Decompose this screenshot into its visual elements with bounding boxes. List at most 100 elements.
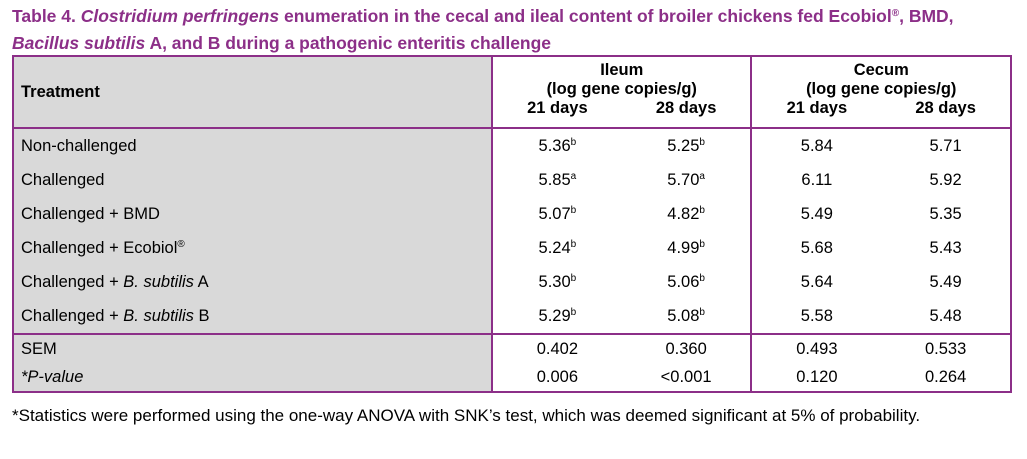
table-title: Table 4. Clostridium perfringens enumera…: [12, 3, 1017, 57]
significance-letter: b: [699, 136, 705, 148]
summary-label: SEM: [13, 333, 493, 363]
value: 5.43: [929, 238, 962, 257]
value-cell: 5.58: [751, 299, 881, 334]
value: 5.84: [800, 136, 833, 155]
value-cell: 5.70a: [621, 163, 753, 197]
summary-row: *P-value 0.006 <0.001 0.120 0.264: [13, 363, 1011, 392]
value-cell: 5.06b: [621, 265, 753, 299]
summary-value: 0.120: [796, 367, 838, 386]
text-segment: B. subtilis: [123, 306, 194, 325]
summary-row: SEM 0.402 0.360 0.493 0.533: [13, 333, 1011, 363]
group-header: Ileum (log gene copies/g): [492, 56, 753, 99]
data-row: Challenged + BMD 5.07b 4.82b 5.49 5.35: [13, 197, 1011, 231]
significance-letter: b: [699, 272, 705, 284]
text-segment: Non-challenged: [21, 136, 137, 155]
text-segment: SEM: [21, 339, 57, 358]
value: 5.29: [538, 306, 571, 325]
text-segment: ®: [891, 8, 900, 19]
text-segment: Clostridium perfringens: [80, 6, 280, 26]
value-cell: 5.25b: [621, 127, 753, 163]
treatment-cell: Challenged: [13, 163, 493, 197]
value: 5.24: [538, 238, 571, 257]
value-cell: 5.68: [751, 231, 881, 265]
summary-value: 0.493: [751, 333, 882, 363]
header-text: Treatment: [21, 82, 100, 101]
summary-value: 0.402: [492, 333, 622, 363]
treatment-cell: Non-challenged: [13, 127, 493, 163]
text-segment: *P-value: [21, 367, 84, 386]
value: 5.25: [667, 136, 700, 155]
significance-letter: b: [699, 238, 705, 250]
text-segment: A, and B during a pathogenic enteritis c…: [145, 33, 552, 53]
day-header: 28 days: [621, 99, 753, 128]
summary-value: 0.264: [924, 367, 967, 386]
text-segment: Challenged +: [21, 272, 124, 291]
value: 5.58: [800, 306, 833, 325]
value: 4.99: [667, 238, 700, 257]
value-cell: 5.29b: [492, 299, 622, 334]
value-cell: 5.07b: [492, 197, 622, 231]
text-segment: ®: [177, 238, 185, 250]
value: 5.68: [800, 238, 833, 257]
value: 5.30: [538, 272, 571, 291]
summary-value: 0.006: [536, 367, 579, 386]
summary-label: *P-value: [13, 363, 493, 392]
treatment-cell: Challenged + B. subtilis B: [13, 299, 493, 334]
significance-letter: b: [570, 238, 577, 250]
header-cell: Treatment: [13, 56, 493, 128]
value: 5.35: [929, 204, 962, 223]
value-cell: 4.82b: [621, 197, 753, 231]
header-row: 21 days 28 days 21 days 28 days: [13, 99, 1012, 128]
significance-letter: b: [699, 204, 705, 216]
header-row: Treatment Ileum (log gene copies/g) Cecum (l…: [13, 56, 1012, 128]
summary-value: 0.360: [621, 333, 753, 363]
data-row: Challenged + B. subtilis A 5.30b 5.06b 5.64…: [13, 265, 1011, 299]
value: 6.11: [801, 170, 833, 189]
value: 4.82: [667, 204, 700, 223]
significance-letter: b: [570, 136, 577, 148]
value: 5.06: [667, 272, 700, 291]
significance-letter: a: [699, 170, 705, 182]
text-segment: A: [193, 272, 209, 291]
group-name: Ileum: [600, 61, 644, 79]
value-cell: 5.71: [881, 127, 1011, 163]
footnote: *Statistics were performed using the one…: [12, 406, 921, 425]
text-segment: Challenged + Ecobiol: [21, 238, 178, 257]
significance-letter: b: [570, 272, 577, 284]
data-row: Challenged 5.85a 5.70a 6.11 5.92: [13, 163, 1011, 197]
value: 5.71: [929, 136, 962, 155]
value: 5.64: [800, 272, 833, 291]
significance-letter: b: [570, 306, 577, 318]
value: 5.70: [667, 170, 700, 189]
value: 5.08: [667, 306, 700, 325]
value-cell: 5.84: [751, 127, 882, 163]
group-header: Cecum (log gene copies/g): [751, 56, 1012, 99]
value-cell: 5.48: [881, 299, 1011, 334]
text-segment: , BMD,: [899, 6, 954, 26]
day-header: 21 days: [786, 99, 848, 117]
value-cell: 4.99b: [621, 231, 753, 265]
value: 5.48: [929, 306, 962, 325]
value-cell: 5.08b: [621, 299, 753, 334]
value: 5.49: [800, 204, 833, 223]
text-segment: Table 4.: [12, 6, 81, 26]
significance-letter: a: [570, 170, 577, 182]
value-cell: 6.11: [751, 163, 881, 197]
text-segment: Bacillus subtilis: [12, 33, 146, 53]
value: 5.49: [929, 272, 962, 291]
text-segment: enumeration in the cecal and ileal conte…: [279, 6, 892, 26]
data-row: Challenged + Ecobiol® 5.24b 4.99b 5.68 5.43: [13, 231, 1011, 265]
value-cell: 5.43: [881, 231, 1011, 265]
value: 5.92: [929, 170, 962, 189]
text-segment: Challenged + BMD: [21, 204, 160, 223]
significance-letter: b: [699, 306, 705, 318]
treatment-cell: Challenged + B. subtilis A: [13, 265, 493, 299]
group-name: Cecum: [853, 61, 909, 79]
text-segment: Challenged: [21, 170, 105, 189]
value-cell: 5.85a: [492, 163, 622, 197]
treatment-cell: Challenged + BMD: [13, 197, 493, 231]
day-header: 21 days: [527, 99, 588, 117]
group-unit: (log gene copies/g): [806, 80, 957, 98]
data-row: Challenged + B. subtilis B 5.29b 5.08b 5.58…: [13, 299, 1011, 334]
day-header: 28 days: [881, 99, 1012, 128]
